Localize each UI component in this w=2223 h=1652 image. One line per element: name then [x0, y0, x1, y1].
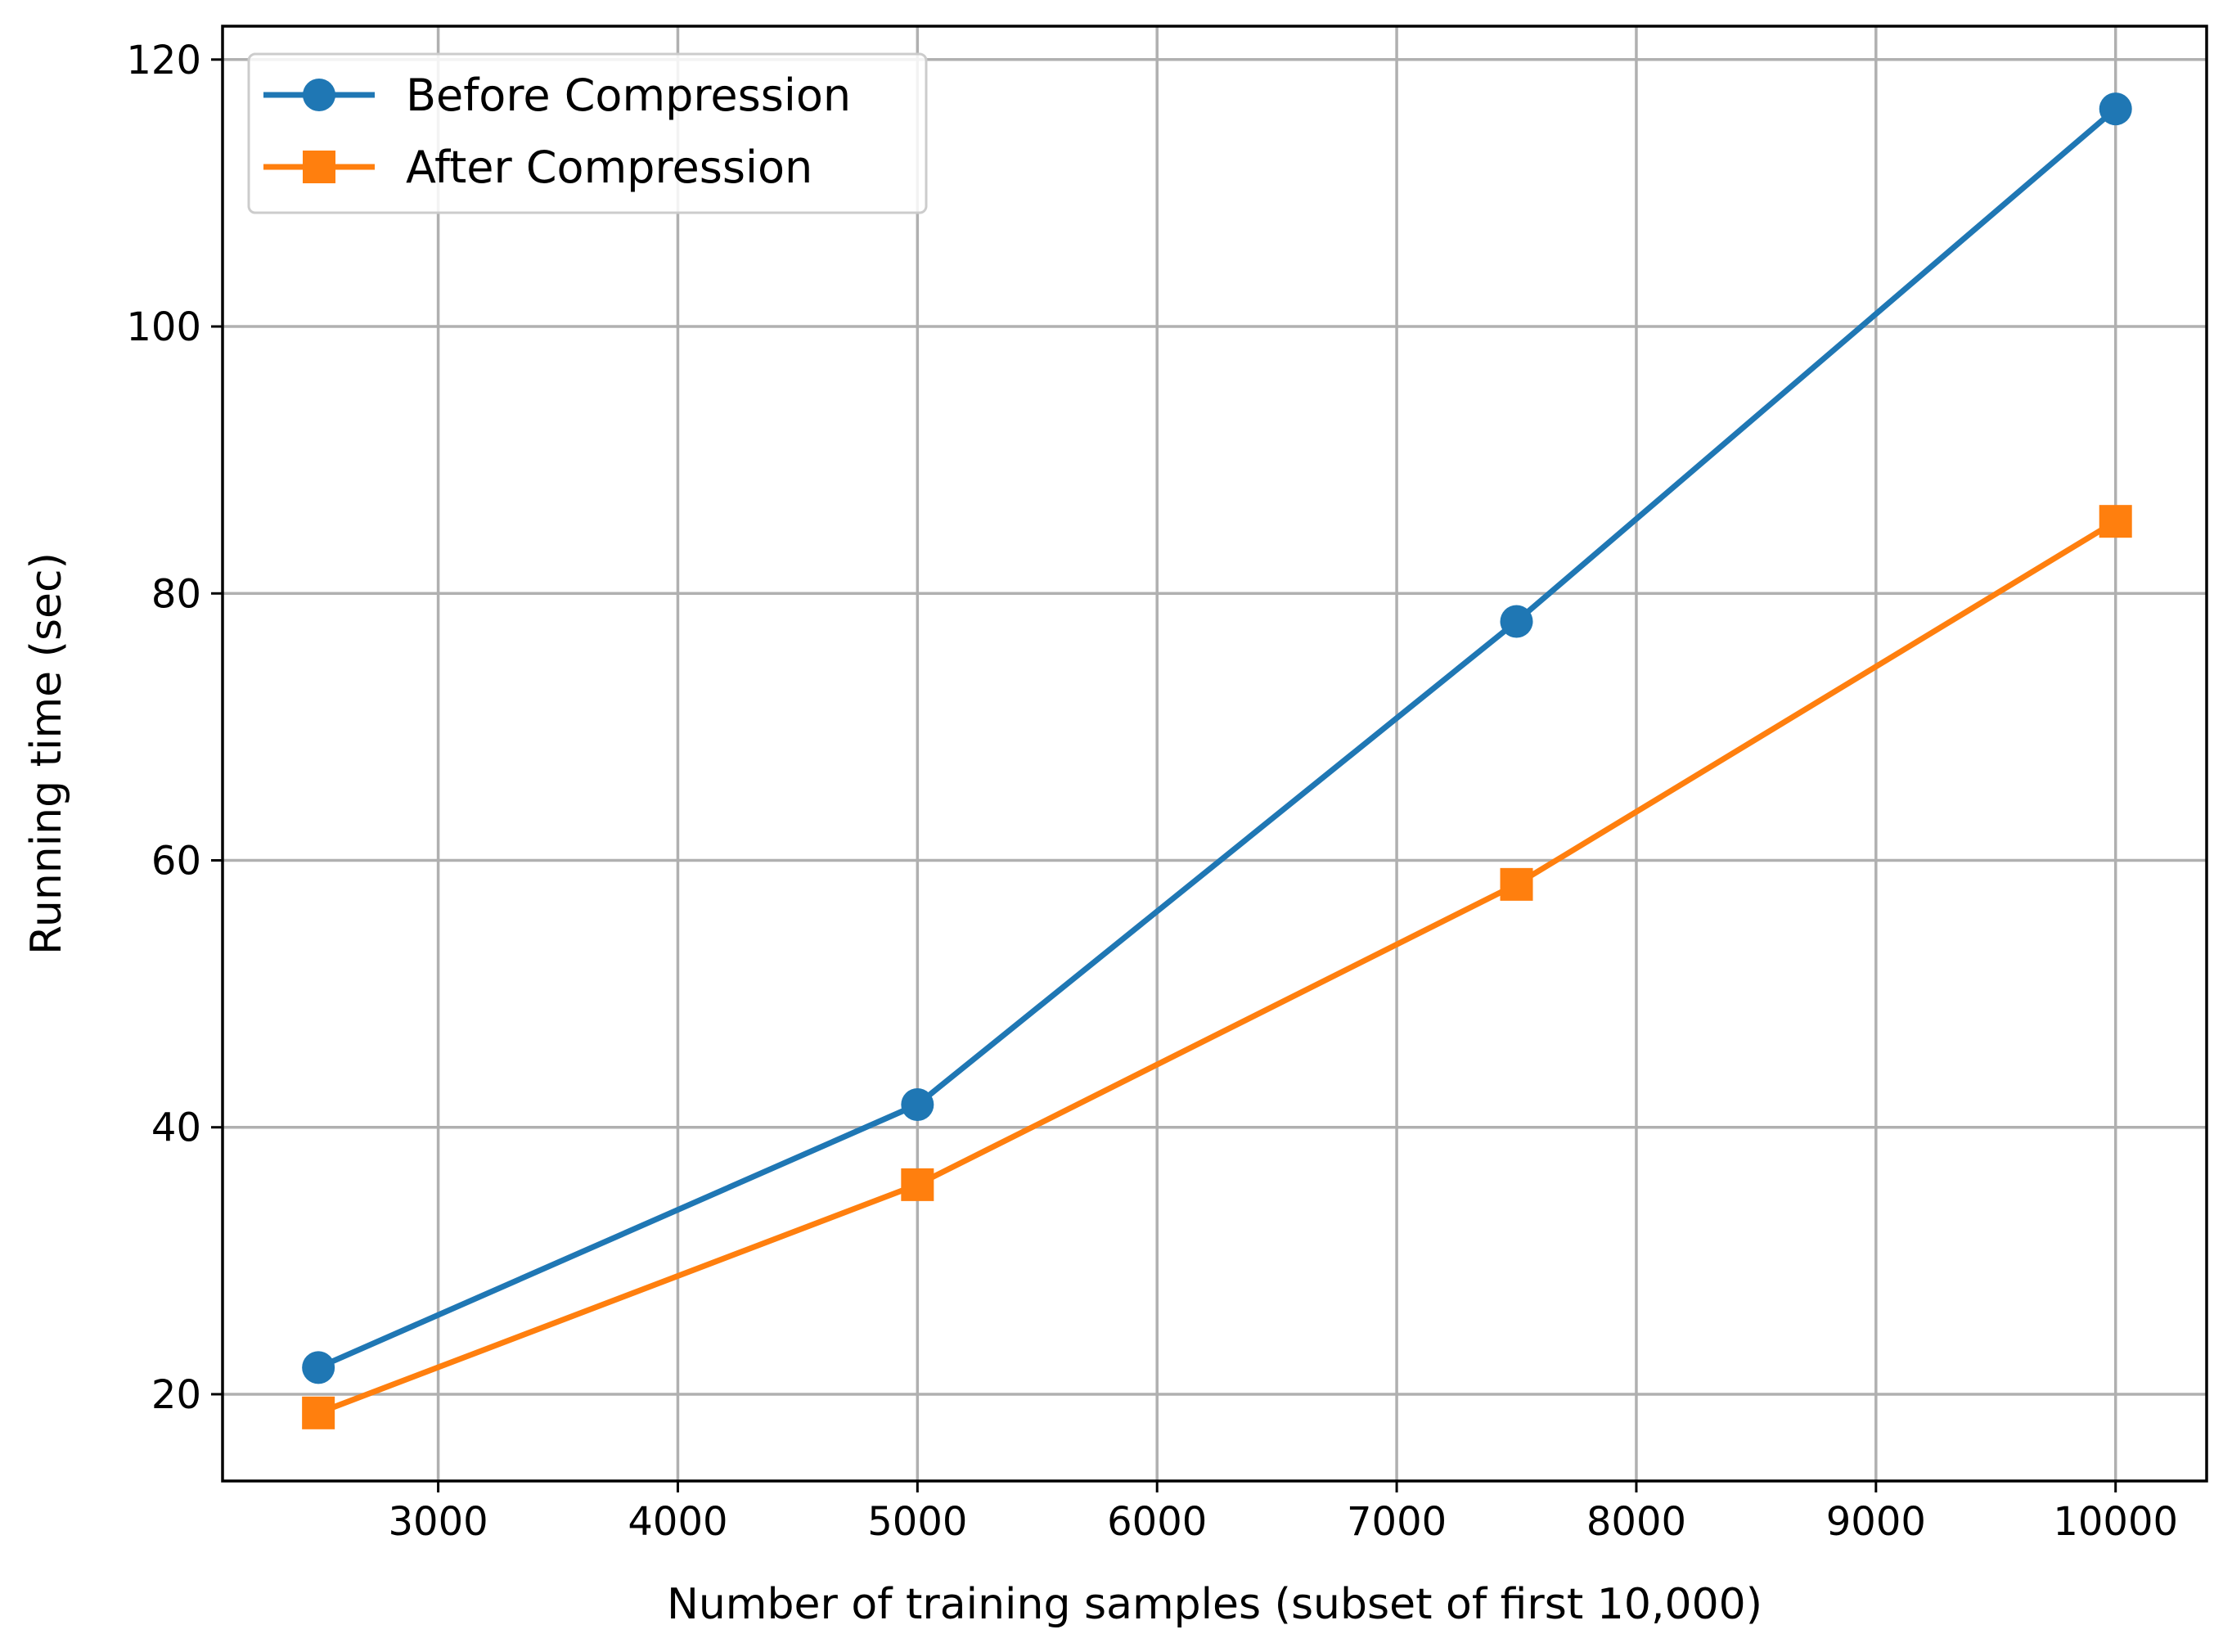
x-tick-label: 5000	[867, 1499, 967, 1545]
data-point	[302, 1396, 335, 1429]
y-tick-label: 100	[126, 304, 201, 350]
series-line	[315, 518, 2119, 1416]
x-tick-label: 6000	[1107, 1499, 1207, 1545]
legend-marker	[303, 79, 335, 111]
data-point	[901, 1168, 934, 1201]
data-point	[2099, 505, 2132, 538]
legend-label: Before Compression	[406, 70, 851, 121]
y-tick-label: 20	[151, 1372, 201, 1418]
legend-label: After Compression	[406, 142, 812, 193]
y-tick-label: 80	[151, 571, 201, 617]
y-tick-label: 40	[151, 1105, 201, 1151]
x-tick-label: 4000	[628, 1499, 727, 1545]
series-after-compression	[302, 505, 2132, 1429]
axis-ticks: 3000 4000 5000 6000 7000 8000 9000 10000 20 40 60 8…	[126, 38, 2178, 1545]
x-tick-label: 3000	[389, 1499, 488, 1545]
x-axis-label: Number of training samples (subset of fi…	[667, 1580, 1762, 1629]
grid	[223, 26, 2207, 1481]
y-tick-label: 60	[151, 838, 201, 884]
y-axis-label: Running time (sec)	[22, 552, 71, 955]
plot-frame	[221, 25, 2208, 1483]
data-point	[1500, 867, 1533, 901]
x-tick-label: 9000	[1826, 1499, 1926, 1545]
legend-item: Before Compression	[263, 70, 851, 121]
legend: Before Compression After Compression	[247, 52, 928, 214]
x-tick-label: 8000	[1586, 1499, 1686, 1545]
series-before-compression	[302, 92, 2132, 1384]
legend-box	[247, 52, 928, 214]
data-point	[2099, 92, 2132, 126]
y-tick-label: 120	[126, 38, 201, 83]
data-point	[901, 1088, 934, 1122]
legend-item: After Compression	[263, 142, 812, 193]
legend-marker	[303, 151, 335, 183]
data-point	[1500, 605, 1533, 638]
data-point	[302, 1351, 335, 1384]
series-lines	[302, 92, 2132, 1429]
x-tick-label: 10000	[2053, 1499, 2178, 1545]
series-line	[315, 106, 2119, 1371]
x-tick-label: 7000	[1347, 1499, 1447, 1545]
